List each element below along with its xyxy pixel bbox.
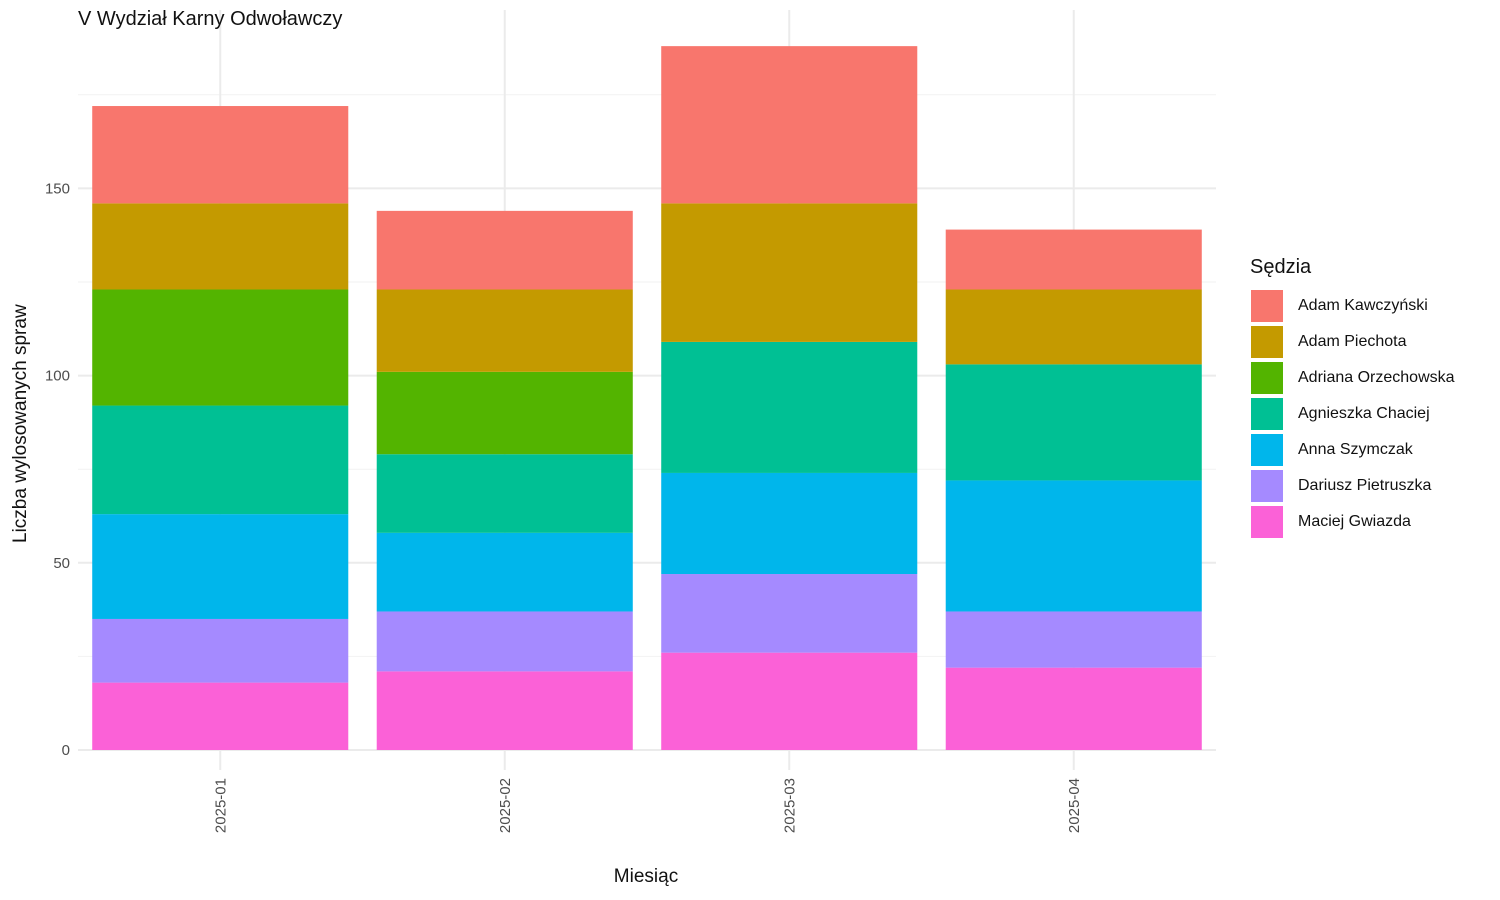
chart-title: V Wydział Karny Odwoławczy	[78, 8, 343, 30]
legend-label: Agnieszka Chaciej	[1298, 405, 1430, 422]
x-tick-label: 2025-04	[1066, 778, 1083, 833]
legend-item: Adam Piechota	[1250, 324, 1455, 360]
legend-label: Adriana Orzechowska	[1298, 369, 1455, 386]
bars	[92, 46, 1202, 750]
bar-segment	[92, 289, 349, 406]
legend-item: Maciej Gwiazda	[1250, 504, 1455, 540]
bar-segment	[945, 667, 1202, 750]
bar-segment	[661, 472, 918, 575]
bar-segment	[92, 514, 349, 619]
legend-swatch	[1250, 433, 1284, 467]
bar-segment	[945, 364, 1202, 481]
x-tick-label: 2025-02	[497, 778, 514, 833]
legend-item: Agnieszka Chaciej	[1250, 396, 1455, 432]
bar-segment	[92, 106, 349, 204]
bar-segment	[661, 46, 918, 204]
x-axis-ticks: 2025-01 2025-02 2025-03 2025-04	[212, 778, 1083, 833]
legend-label: Adam Kawczyński	[1298, 297, 1428, 314]
y-tick-label: 50	[53, 555, 70, 572]
bar-segment	[92, 405, 349, 515]
bar-segment	[92, 618, 349, 683]
y-tick-label: 0	[62, 742, 70, 759]
legend-title: Sędzia	[1250, 256, 1312, 278]
x-axis-label: Miesiąc	[613, 866, 679, 887]
legend-swatch	[1250, 397, 1284, 431]
bar-segment	[376, 671, 633, 750]
bar-segment	[945, 611, 1202, 668]
legend-label: Adam Piechota	[1298, 333, 1407, 350]
bar-segment	[376, 289, 633, 372]
legend-swatch	[1250, 325, 1284, 359]
bar-segment	[376, 371, 633, 455]
bar-segment	[376, 532, 633, 612]
bar-segment	[661, 341, 918, 473]
y-axis-label: Liczba wylosowanych spraw	[10, 304, 31, 543]
bar-segment	[92, 682, 349, 750]
bar-segment	[376, 454, 633, 533]
bar-segment	[92, 203, 349, 290]
bar-segment	[945, 289, 1202, 365]
bar-segment	[945, 229, 1202, 290]
legend-item: Adriana Orzechowska	[1250, 360, 1455, 396]
bar-segment	[661, 652, 918, 750]
y-axis-ticks: 0 50 100 150	[45, 180, 70, 759]
y-tick-label: 100	[45, 368, 70, 385]
bar-segment	[945, 480, 1202, 612]
x-tick-label: 2025-03	[781, 778, 798, 833]
bar-segment	[661, 574, 918, 653]
legend-swatch	[1250, 289, 1284, 323]
legend-swatch	[1250, 361, 1284, 395]
y-tick-label: 150	[45, 180, 70, 197]
legend-item: Dariusz Pietruszka	[1250, 468, 1455, 504]
bar-segment	[661, 203, 918, 342]
legend-swatch	[1250, 469, 1284, 503]
legend-item: Anna Szymczak	[1250, 432, 1455, 468]
legend-label: Anna Szymczak	[1298, 441, 1413, 458]
legend-label: Dariusz Pietruszka	[1298, 477, 1432, 494]
bar-segment	[376, 611, 633, 672]
bar-segment	[376, 210, 633, 290]
legend: Adam Kawczyński Adam Piechota Adriana Orze…	[1250, 288, 1455, 540]
x-tick-label: 2025-01	[212, 778, 229, 833]
legend-label: Maciej Gwiazda	[1298, 513, 1411, 530]
legend-swatch	[1250, 505, 1284, 539]
legend-item: Adam Kawczyński	[1250, 288, 1455, 324]
